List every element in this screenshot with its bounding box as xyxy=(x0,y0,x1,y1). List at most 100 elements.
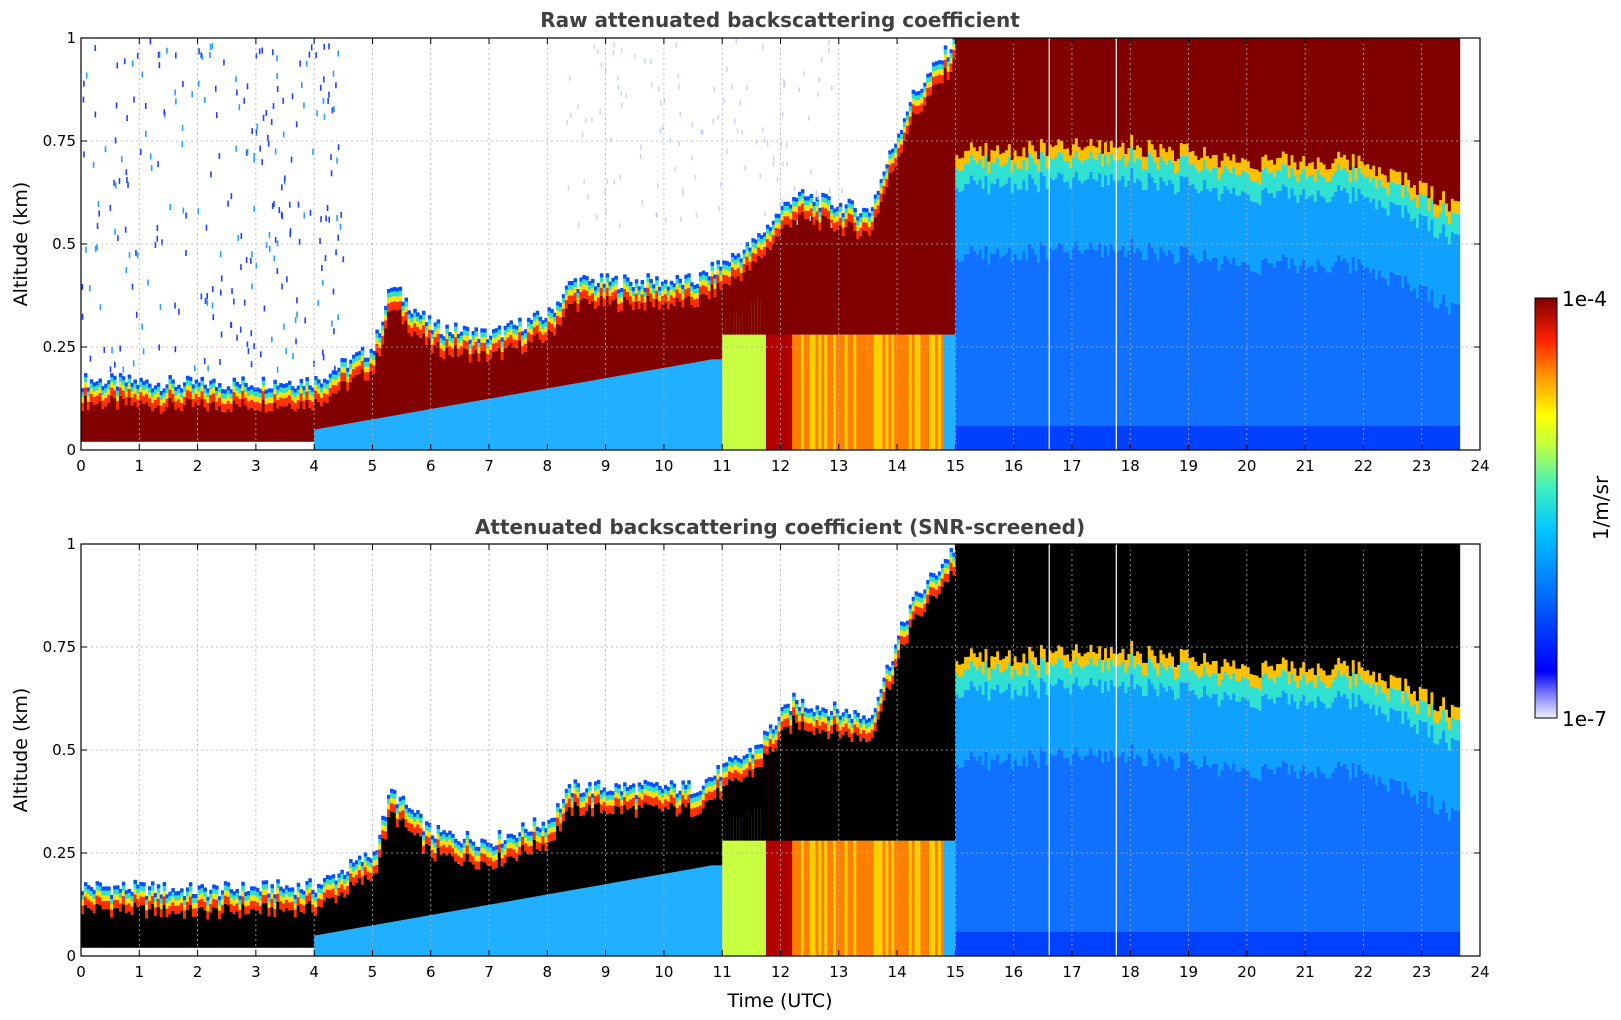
heatmap-cell xyxy=(669,295,674,304)
heatmap-cell xyxy=(631,287,636,292)
heatmap-cell xyxy=(509,842,513,849)
heatmap-cell xyxy=(314,892,318,897)
heatmap-cell xyxy=(1176,191,1181,262)
heatmap-cell xyxy=(343,424,347,450)
heatmap-cell xyxy=(541,821,546,826)
heatmap-cell xyxy=(465,853,470,909)
heatmap-cell xyxy=(1372,165,1376,179)
heatmap-cell xyxy=(506,901,511,956)
heatmap-cell xyxy=(1057,242,1061,426)
heatmap-cell xyxy=(1034,184,1038,255)
heatmap-cell xyxy=(902,645,907,841)
heatmap-cell xyxy=(1442,294,1446,426)
heatmap-cell xyxy=(232,895,237,901)
heatmap-cell xyxy=(526,831,531,836)
noise-pixel xyxy=(766,141,769,147)
noise-pixel xyxy=(253,343,255,350)
noise-pixel xyxy=(655,212,658,218)
heatmap-cell xyxy=(792,715,796,841)
heatmap-cell xyxy=(821,192,825,197)
heatmap-cell xyxy=(439,356,443,408)
heatmap-cell xyxy=(879,183,884,189)
heatmap-cell xyxy=(343,367,347,373)
heatmap-cell xyxy=(1348,425,1353,450)
heatmap-cell xyxy=(398,286,403,291)
heatmap-cell xyxy=(180,388,184,393)
heatmap-cell xyxy=(1255,425,1260,450)
heatmap-cell xyxy=(442,340,446,346)
heatmap-cell xyxy=(1141,38,1146,157)
heatmap-cell xyxy=(162,411,167,442)
heatmap-cell xyxy=(792,219,796,335)
heatmap-cell xyxy=(978,38,983,147)
heatmap-cell xyxy=(838,225,843,335)
heatmap-cell xyxy=(1287,38,1292,166)
heatmap-cell xyxy=(378,342,382,348)
heatmap-cell xyxy=(558,306,563,312)
heatmap-cell xyxy=(506,395,511,450)
heatmap-cell xyxy=(914,595,919,601)
heatmap-cell xyxy=(302,899,307,906)
heatmap-cell xyxy=(518,340,522,394)
heatmap-cell xyxy=(436,825,441,830)
heatmap-cell xyxy=(1363,425,1367,450)
heatmap-cell xyxy=(1069,258,1073,426)
heatmap-cell xyxy=(728,284,732,335)
heatmap-cell xyxy=(183,910,187,919)
heatmap-cell xyxy=(185,896,190,902)
heatmap-cell xyxy=(870,840,875,956)
heatmap-cell xyxy=(573,889,578,956)
heatmap-cell xyxy=(859,718,863,723)
heatmap-cell xyxy=(929,72,933,77)
heatmap-cell xyxy=(1208,191,1213,262)
heatmap-cell xyxy=(678,813,682,872)
heatmap-cell xyxy=(1395,204,1399,275)
heatmap-cell xyxy=(1220,425,1225,450)
noise-pixel xyxy=(759,173,762,179)
noise-pixel xyxy=(109,204,112,211)
heatmap-cell xyxy=(900,840,904,956)
heatmap-cell xyxy=(1308,266,1312,426)
heatmap-cell xyxy=(879,201,884,335)
heatmap-cell xyxy=(212,898,216,908)
heatmap-cell xyxy=(1138,147,1143,160)
heatmap-cell xyxy=(821,721,825,731)
heatmap-cell xyxy=(1223,38,1228,153)
heatmap-cell xyxy=(349,359,353,364)
heatmap-cell xyxy=(177,913,181,948)
noise-pixel xyxy=(82,96,85,103)
heatmap-cell xyxy=(1004,150,1009,163)
heatmap-cell xyxy=(1305,38,1309,166)
heatmap-cell xyxy=(1194,188,1198,259)
heatmap-cell xyxy=(352,862,356,867)
heatmap-cell xyxy=(1039,242,1044,426)
noise-pixel xyxy=(323,43,326,50)
heatmap-cell xyxy=(593,804,598,886)
heatmap-cell xyxy=(124,382,129,387)
heatmap-cell xyxy=(168,379,172,385)
heatmap-cell xyxy=(891,675,895,684)
heatmap-cell xyxy=(821,716,825,722)
heatmap-cell xyxy=(168,384,172,390)
heatmap-cell xyxy=(591,283,595,288)
heatmap-cell xyxy=(795,206,799,213)
heatmap-cell xyxy=(148,895,152,901)
heatmap-cell xyxy=(121,904,126,948)
noise-pixel xyxy=(156,235,159,242)
heatmap-cell xyxy=(698,867,703,956)
noise-pixel xyxy=(292,353,294,360)
noise-pixel xyxy=(161,239,163,246)
heatmap-cell xyxy=(1363,177,1367,198)
heatmap-cell xyxy=(920,840,924,956)
heatmap-cell xyxy=(314,915,318,936)
heatmap-cell xyxy=(220,393,225,399)
noise-pixel xyxy=(324,255,327,262)
heatmap-cell xyxy=(471,845,476,851)
heatmap-cell xyxy=(1229,263,1233,426)
heatmap-cell xyxy=(1235,425,1239,450)
heatmap-cell xyxy=(684,283,688,290)
heatmap-cell xyxy=(1226,259,1230,426)
heatmap-cell xyxy=(838,719,843,725)
heatmap-cell xyxy=(445,847,449,856)
heatmap-cell xyxy=(999,187,1003,258)
